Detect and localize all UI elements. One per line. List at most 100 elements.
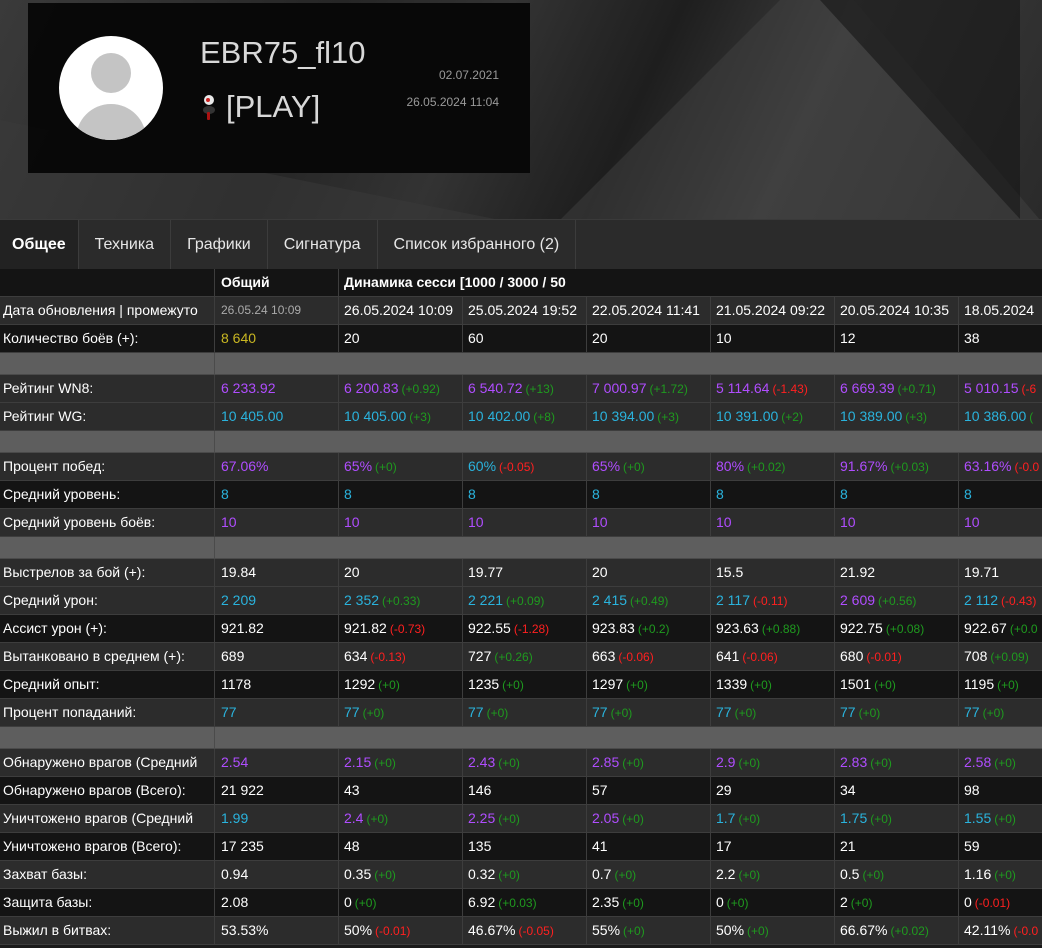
session-value: 20 (344, 564, 360, 580)
session-delta: (+0.92) (401, 382, 440, 396)
session-value: 2 112 (964, 592, 998, 608)
session-cell: 2.25 (+0) (463, 805, 587, 832)
session-delta: (+0) (623, 924, 645, 938)
session-cell: 80% (+0.02) (711, 453, 835, 480)
session-value: 6 200.83 (344, 380, 399, 396)
session-cell: 6 669.39 (+0.71) (835, 375, 959, 402)
separator-cell (0, 727, 215, 748)
row-label: Уничтожено врагов (Всего): (0, 833, 215, 860)
session-cell: 8 (463, 481, 587, 508)
session-value: 1297 (592, 676, 624, 692)
session-cell: 7 000.97 (+1.72) (587, 375, 711, 402)
session-delta: (+0) (626, 678, 648, 692)
session-delta: (-0.13) (370, 650, 406, 664)
session-value: 922.75 (840, 620, 883, 636)
session-delta: (-1.28) (513, 622, 550, 636)
session-value: 21.05.2024 09:22 (716, 302, 825, 318)
table-header-row: Общий Динамика сесси [1000 / 3000 / 50 (0, 269, 1042, 297)
session-value: 22.05.2024 11:41 (592, 302, 700, 318)
session-delta: (+0) (997, 678, 1019, 692)
session-value: 20.05.2024 10:35 (840, 302, 949, 318)
session-delta: (+3) (905, 410, 927, 424)
session-value: 48 (344, 838, 360, 854)
session-cell: 1.75 (+0) (835, 805, 959, 832)
session-delta: (+8) (533, 410, 555, 424)
session-cell: 2.85 (+0) (587, 749, 711, 776)
session-value: 19.77 (468, 564, 504, 580)
session-value: 0.5 (840, 866, 860, 882)
session-delta: (+0) (498, 756, 520, 770)
session-cell: 22.05.2024 11:41 (587, 297, 711, 324)
session-value: 50% (716, 922, 745, 938)
session-cell: 10 (959, 509, 1042, 536)
session-delta: (+0) (498, 812, 520, 826)
session-cell: 0.32 (+0) (463, 861, 587, 888)
table-row: Защита базы: 2.08 0 (+0) 6.92 (+0.03) 2.35 (+0)… (0, 889, 1042, 917)
session-delta: (+0.71) (897, 382, 936, 396)
session-value: 2.83 (840, 754, 868, 770)
session-delta: (+0) (375, 460, 397, 474)
session-delta: (-1.43) (772, 382, 808, 396)
session-value: 10 (840, 514, 856, 530)
clan-link[interactable]: [PLAY] (200, 89, 320, 125)
session-cell: 135 (463, 833, 587, 860)
session-value: 8 (716, 486, 724, 502)
session-value: 0.7 (592, 866, 612, 882)
session-cell: 1339 (+0) (711, 671, 835, 698)
tab-1[interactable]: Техника (79, 220, 172, 269)
session-delta: (+0) (366, 812, 389, 826)
session-cell: 0 (-0.01) (959, 889, 1042, 916)
session-value: 1339 (716, 676, 748, 692)
table-row: Выстрелов за бой (+): 19.84 20 19.77 20 15.5 2… (0, 559, 1042, 587)
session-value: 2 221 (468, 592, 504, 608)
session-delta: (-0.11) (753, 594, 788, 608)
session-cell: 59 (959, 833, 1042, 860)
session-value: 34 (840, 782, 856, 798)
tab-3[interactable]: Сигнатура (268, 220, 378, 269)
session-value: 20 (592, 564, 608, 580)
session-cell: 2.9 (+0) (711, 749, 835, 776)
session-value: 6 669.39 (840, 380, 895, 396)
session-cell: 680 (-0.01) (835, 643, 959, 670)
session-value: 19.71 (964, 564, 1000, 580)
overall-value: 8 (215, 481, 339, 508)
session-value: 727 (468, 648, 492, 664)
session-delta: (-0.73) (389, 622, 426, 636)
session-value: 29 (716, 782, 732, 798)
session-delta: (+0) (622, 896, 644, 910)
overall-value: 10 405.00 (215, 403, 339, 430)
session-delta: (+0) (850, 896, 873, 910)
session-value: 8 (964, 486, 972, 502)
session-delta: (+0.88) (761, 622, 801, 636)
session-cell: 29 (711, 777, 835, 804)
session-value: 60% (468, 458, 497, 474)
overall-value: 21 922 (215, 777, 339, 804)
table-row: Ассист урон (+): 921.82 921.82 (-0.73) 922.5… (0, 615, 1042, 643)
session-cell: 77 (+0) (835, 699, 959, 726)
table-row: Уничтожено врагов (Всего): 17 235 48 135 41 1… (0, 833, 1042, 861)
session-value: 63.16% (964, 458, 1012, 474)
session-cell: 2.4 (+0) (339, 805, 463, 832)
session-value: 10 386.00 (964, 408, 1027, 424)
session-value: 8 (592, 486, 600, 502)
session-cell: 146 (463, 777, 587, 804)
session-delta: (-6 (1021, 382, 1037, 396)
session-value: 1.7 (716, 810, 736, 826)
session-value: 634 (344, 648, 368, 664)
header-label-cell (0, 269, 215, 296)
tab-4[interactable]: Список избранного (2) (378, 220, 577, 269)
session-value: 0 (716, 894, 724, 910)
session-value: 923.83 (592, 620, 635, 636)
table-row: Процент побед: 67.06% 65% (+0) 60% (-0.05) 65%… (0, 453, 1042, 481)
table-row: Средний уровень боёв: 10 10 10 10 10 10 10 (0, 509, 1042, 537)
tab-0[interactable]: Общее (0, 220, 79, 269)
session-cell: 10 391.00 (+2) (711, 403, 835, 430)
session-value: 1195 (964, 676, 995, 692)
session-cell: 10 405.00 (+3) (339, 403, 463, 430)
session-delta: (+0.49) (630, 594, 669, 608)
session-cell: 17 (711, 833, 835, 860)
tab-2[interactable]: Графики (171, 220, 268, 269)
session-value: 5 114.64 (716, 380, 770, 396)
separator-cell (0, 537, 215, 558)
row-label: Ассист урон (+): (0, 615, 215, 642)
